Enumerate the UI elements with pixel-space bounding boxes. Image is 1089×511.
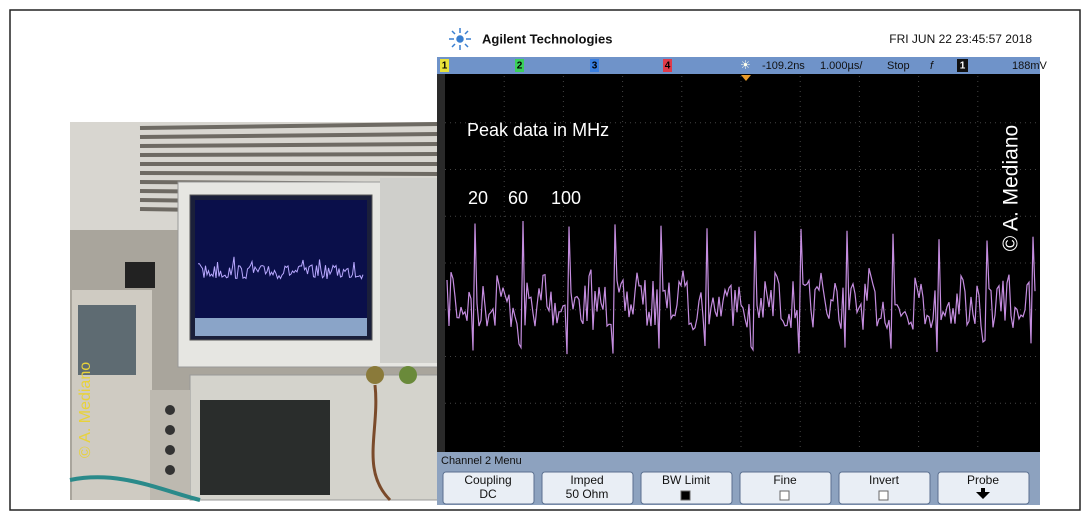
scope-screen: Agilent Technologies FRI JUN 22 23:45:57… bbox=[437, 22, 1048, 505]
status-delay: -109.2ns bbox=[762, 60, 805, 72]
softkey[interactable]: Invert bbox=[839, 472, 930, 504]
datetime: FRI JUN 22 23:45:57 2018 bbox=[889, 32, 1032, 46]
ceiling-stripe bbox=[140, 144, 438, 146]
softkey-label: BW Limit bbox=[662, 473, 711, 487]
status-run: Stop bbox=[887, 60, 910, 72]
softkey-value: DC bbox=[479, 487, 497, 501]
trigger-channel: 1 bbox=[960, 61, 966, 72]
softkey-label: Coupling bbox=[464, 473, 511, 487]
softkey[interactable]: Probe bbox=[938, 472, 1029, 504]
channel-label: 1 bbox=[442, 61, 448, 72]
softkey-label: Imped bbox=[570, 473, 603, 487]
softkey[interactable]: Fine bbox=[740, 472, 831, 504]
softkey-value: 50 Ohm bbox=[566, 487, 609, 501]
status-timebase: 1.000µs/ bbox=[820, 60, 863, 72]
ceiling-stripe bbox=[140, 154, 438, 155]
ceiling-stripe bbox=[140, 173, 438, 174]
annotation-title: Peak data in MHz bbox=[467, 120, 609, 140]
softkey-checkbox bbox=[780, 491, 789, 500]
softkey-checkbox bbox=[681, 491, 690, 500]
channel-label: 3 bbox=[592, 61, 598, 72]
figure: © A. Mediano Agilent Technologies FRI JU… bbox=[0, 0, 1089, 511]
peak-label: 100 bbox=[551, 188, 581, 208]
brand: Agilent Technologies bbox=[482, 31, 613, 46]
softkey-label: Probe bbox=[967, 473, 999, 487]
peak-label: 60 bbox=[508, 188, 528, 208]
agilent-logo bbox=[449, 28, 471, 50]
channel-label: 4 bbox=[665, 61, 671, 72]
softkey-label: Fine bbox=[773, 473, 797, 487]
softkey-checkbox bbox=[879, 491, 888, 500]
softkey[interactable]: BW Limit bbox=[641, 472, 732, 504]
menu-title: Channel 2 Menu bbox=[441, 455, 522, 467]
sun-icon: ☀ bbox=[740, 58, 751, 72]
copyright: © A. Mediano bbox=[1000, 125, 1023, 251]
peak-label: 20 bbox=[468, 188, 488, 208]
status-trigger-level: 188mV bbox=[1012, 60, 1048, 72]
lab-photo: © A. Mediano bbox=[70, 122, 440, 500]
softkey-label: Invert bbox=[869, 473, 900, 487]
status-bar bbox=[437, 57, 1040, 74]
channel-label: 2 bbox=[517, 61, 523, 72]
photo-copyright: © A. Mediano bbox=[77, 362, 94, 458]
